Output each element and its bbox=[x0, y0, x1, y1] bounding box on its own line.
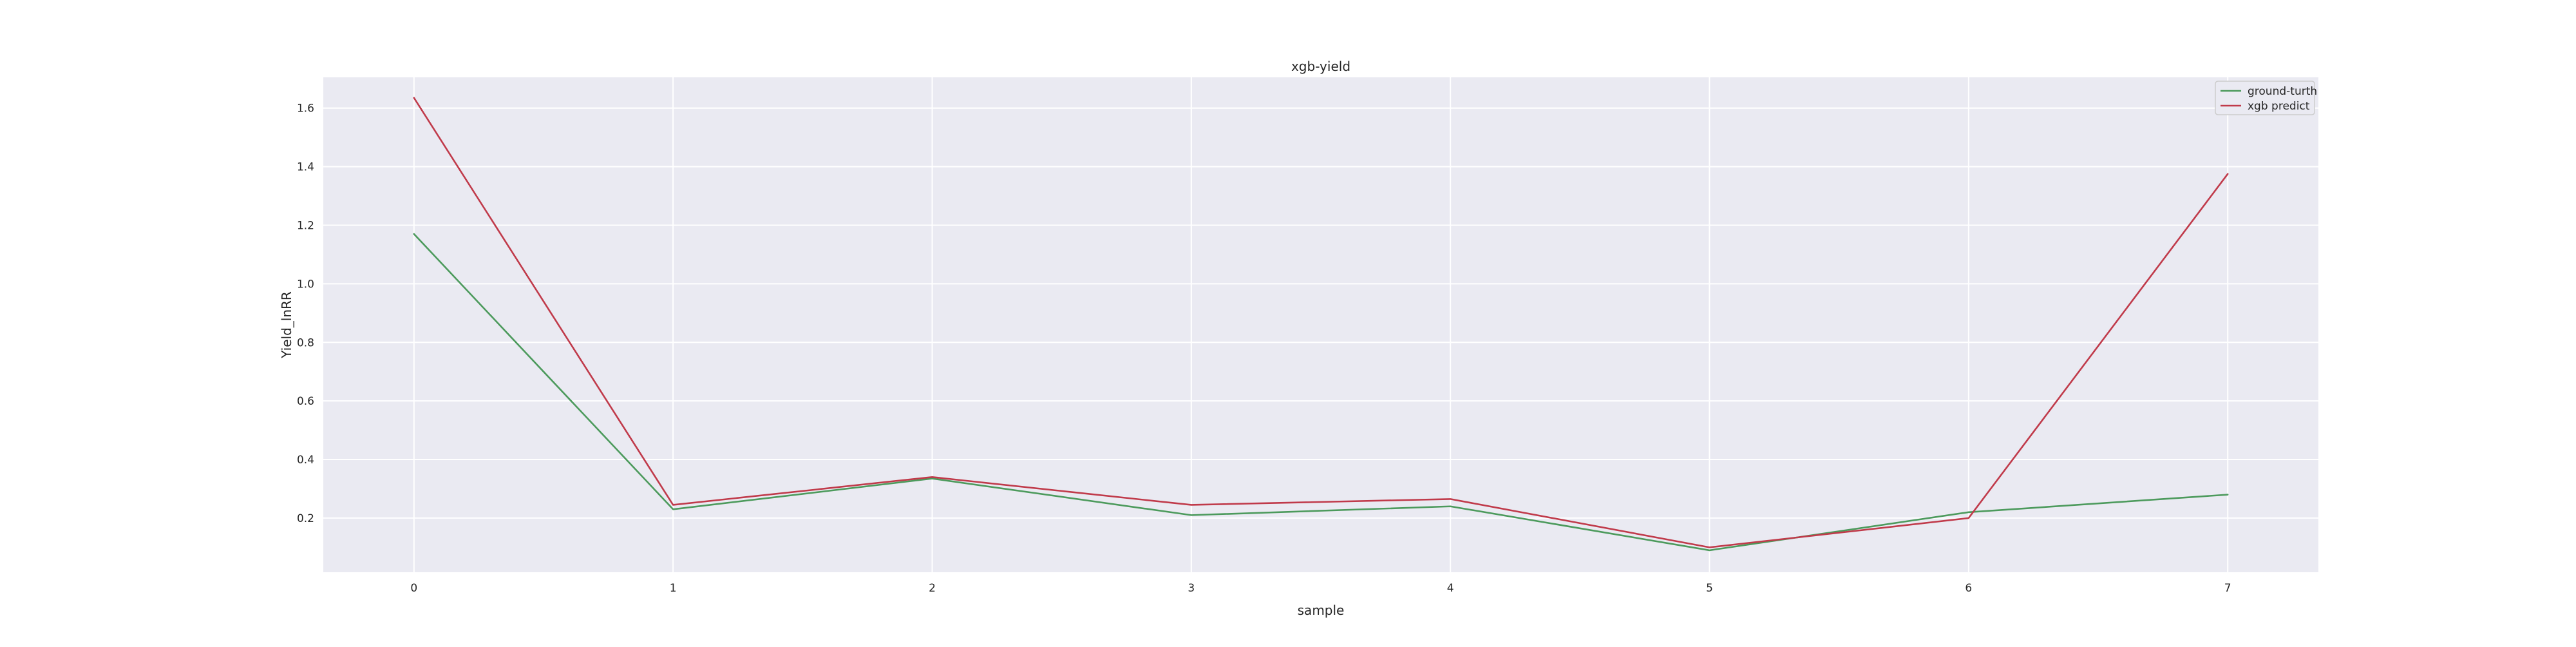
x-tick-label: 2 bbox=[929, 582, 936, 595]
x-tick-label: 5 bbox=[1706, 582, 1713, 595]
tick-layer: 0 1 2 3 4 5 6 7 0.2 0.4 0.6 0.8 1.0 1.2 1.4 1.6 bbox=[297, 102, 2231, 595]
legend-label-1: ground-turth bbox=[2248, 85, 2317, 98]
x-tick-label: 6 bbox=[1965, 582, 1972, 595]
y-tick-label: 1.0 bbox=[297, 278, 314, 291]
x-tick-label: 0 bbox=[410, 582, 417, 595]
plot-background bbox=[323, 77, 2318, 572]
series-line-1 bbox=[413, 233, 2229, 552]
y-tick-label: 0.6 bbox=[297, 395, 314, 408]
y-axis-title: Yield_lnRR bbox=[279, 291, 294, 359]
legend: ground-turth xgb predict bbox=[2215, 81, 2317, 115]
y-tick-label: 0.8 bbox=[297, 336, 314, 349]
legend-label-2: xgb predict bbox=[2248, 100, 2310, 113]
y-tick-label: 1.6 bbox=[297, 102, 314, 115]
y-tick-label: 0.2 bbox=[297, 512, 314, 525]
y-tick-label: 0.4 bbox=[297, 454, 314, 467]
x-axis-title: sample bbox=[1298, 603, 1345, 618]
chart-title: xgb-yield bbox=[1291, 59, 1350, 74]
y-tick-label: 1.2 bbox=[297, 219, 314, 232]
x-tick-label: 7 bbox=[2224, 582, 2231, 595]
legend-items: ground-turth xgb predict bbox=[2221, 85, 2317, 113]
x-tick-label: 1 bbox=[670, 582, 677, 595]
series-layer bbox=[413, 97, 2229, 552]
grid-layer bbox=[323, 77, 2318, 572]
y-tick-label: 1.4 bbox=[297, 161, 314, 174]
x-tick-label: 3 bbox=[1188, 582, 1195, 595]
series-line-2 bbox=[413, 97, 2229, 548]
x-tick-label: 4 bbox=[1447, 582, 1454, 595]
